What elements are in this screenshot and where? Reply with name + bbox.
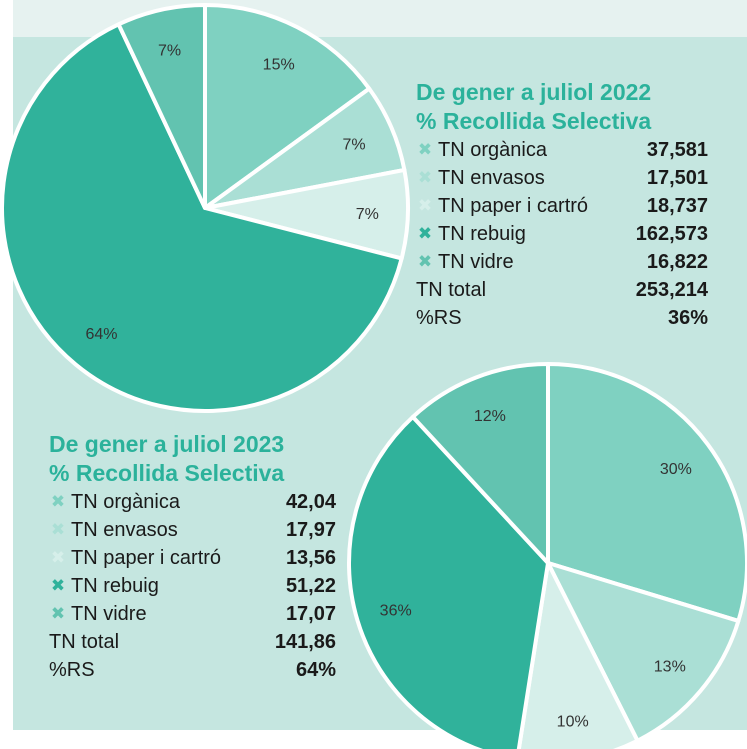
- legend-label: TN paper i cartró: [71, 546, 222, 569]
- legend-label: TN vidre: [438, 250, 514, 273]
- legend-item: ✖ TN orgànica 37,581: [416, 136, 708, 164]
- slice-label-2022-tn-vidre: 7%: [158, 43, 181, 60]
- legend-marker-icon: ✖: [417, 140, 433, 159]
- rs-value: 64%: [295, 658, 336, 681]
- legend-value: 42,04: [285, 490, 336, 513]
- slice-label-2022-tn-org-nica: 15%: [263, 56, 295, 73]
- pie-slice-2023-tn-rebuig: [346, 414, 550, 749]
- legend-marker-icon: ✖: [417, 224, 433, 243]
- legend-item: ✖ TN rebuig 51,22: [49, 572, 336, 600]
- legend-value: 13,56: [285, 546, 336, 569]
- total-label: TN total: [49, 630, 120, 653]
- legend-rows-2023: ✖ TN orgànica 42,04 ✖ TN envasos 17,97 ✖ TN pap…: [49, 488, 336, 628]
- legend-value: 18,737: [646, 194, 708, 217]
- slice-label-2022-tn-envasos: 7%: [342, 137, 365, 154]
- legend-marker-icon: ✖: [417, 168, 433, 187]
- pie-slice-2022-tn-org-nica: [203, 3, 372, 210]
- legend-marker-icon: ✖: [50, 576, 66, 595]
- legend-label: TN paper i cartró: [438, 194, 589, 217]
- legend-label: TN envasos: [438, 166, 545, 189]
- total-value: 141,86: [274, 630, 336, 653]
- legend-value: 17,97: [285, 518, 336, 541]
- pie-chart-2022: 15% 7% 7% 64% 7%: [0, 3, 410, 413]
- legend-marker-icon: ✖: [50, 492, 66, 511]
- chart-title-2023: De gener a juliol 2023: [49, 431, 285, 457]
- legend-item: ✖ TN vidre 16,822: [416, 248, 708, 276]
- legend-item: ✖ TN paper i cartró 18,737: [416, 192, 708, 220]
- legend-label: TN orgànica: [71, 490, 180, 513]
- legend-value: 17,07: [285, 602, 336, 625]
- legend-2023: De gener a juliol 2023 % Recollida Selec…: [49, 430, 336, 684]
- legend-value: 51,22: [285, 574, 336, 597]
- legend-item: ✖ TN envasos 17,97: [49, 516, 336, 544]
- rs-value: 36%: [667, 306, 708, 329]
- chart-title-2022: De gener a juliol 2022: [416, 79, 652, 105]
- chart-subtitle-2022: % Recollida Selectiva: [416, 108, 652, 134]
- rs-row-2023: %RS 64%: [49, 656, 336, 684]
- legend-item: ✖ TN orgànica 42,04: [49, 488, 336, 516]
- legend-marker-icon: ✖: [50, 520, 66, 539]
- total-row-2023: TN total 141,86: [49, 628, 336, 656]
- slice-label-2023-tn-rebuig: 36%: [380, 602, 412, 619]
- total-value: 253,214: [635, 278, 708, 301]
- rs-label: %RS: [416, 306, 462, 329]
- pie-slice-2022-tn-vidre: [116, 3, 207, 210]
- legend-value: 16,822: [646, 250, 708, 273]
- legend-label: TN orgànica: [438, 138, 547, 161]
- legend-value: 37,581: [646, 138, 708, 161]
- pie-slice-2023-tn-envasos: [546, 561, 741, 743]
- legend-label: TN rebuig: [438, 222, 526, 245]
- total-row-2022: TN total 253,214: [416, 276, 708, 304]
- legend-value: 17,501: [646, 166, 708, 189]
- legend-rows-2022: ✖ TN orgànica 37,581 ✖ TN envasos 17,501 ✖ TN p…: [416, 136, 708, 276]
- legend-item: ✖ TN envasos 17,501: [416, 164, 708, 192]
- total-label: TN total: [416, 278, 487, 301]
- legend-value: 162,573: [635, 222, 708, 245]
- pie-slice-2022-tn-rebuig: [0, 22, 404, 413]
- slice-label-2022-tn-paper-i-cartr-: 7%: [356, 206, 379, 223]
- legend-2022: De gener a juliol 2022 % Recollida Selec…: [416, 78, 708, 332]
- legend-marker-icon: ✖: [417, 252, 433, 271]
- pie-chart-2023: 30% 13% 10% 36% 12%: [346, 362, 747, 749]
- pie-slice-2023-tn-paper-i-cartr-: [516, 561, 640, 749]
- legend-label: TN vidre: [71, 602, 147, 625]
- slice-label-2022-tn-rebuig: 64%: [85, 326, 117, 343]
- legend-item: ✖ TN paper i cartró 13,56: [49, 544, 336, 572]
- rs-row-2022: %RS 36%: [416, 304, 708, 332]
- legend-item: ✖ TN rebuig 162,573: [416, 220, 708, 248]
- rs-label: %RS: [49, 658, 95, 681]
- legend-marker-icon: ✖: [50, 604, 66, 623]
- slice-label-2023-tn-vidre: 12%: [474, 408, 506, 425]
- legend-marker-icon: ✖: [50, 548, 66, 567]
- pie-slice-2023-tn-vidre: [410, 362, 550, 565]
- legend-label: TN envasos: [71, 518, 178, 541]
- legend-label: TN rebuig: [71, 574, 159, 597]
- legend-item: ✖ TN vidre 17,07: [49, 600, 336, 628]
- chart-subtitle-2023: % Recollida Selectiva: [49, 460, 285, 486]
- slice-label-2023-tn-envasos: 13%: [654, 659, 686, 676]
- slice-label-2023-tn-org-nica: 30%: [660, 461, 692, 478]
- slice-label-2023-tn-paper-i-cartr-: 10%: [557, 713, 589, 730]
- legend-marker-icon: ✖: [417, 196, 433, 215]
